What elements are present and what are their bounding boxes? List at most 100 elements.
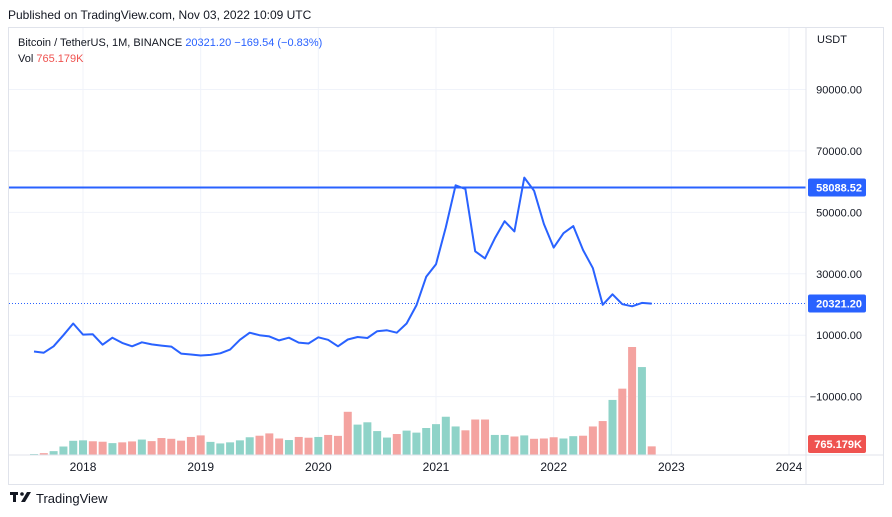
y-tick-label: 50000.00 (816, 207, 862, 219)
volume-bars (30, 347, 656, 455)
volume-bar (559, 438, 568, 455)
volume-bar (333, 435, 342, 455)
volume-bar (186, 436, 195, 455)
horizontal-line-badge-label: 58088.52 (816, 182, 862, 194)
volume-bar (530, 438, 539, 455)
volume-bar (461, 430, 470, 455)
tradingview-logo-svg (10, 492, 31, 502)
x-tick-label: 2019 (187, 460, 214, 474)
y-tick-label: 70000.00 (816, 146, 862, 158)
price-axis: 90000.00 70000.00 50000.00 30000.00 10000.00… (9, 28, 884, 484)
x-tick-label: 2023 (658, 460, 685, 474)
volume-bar (490, 434, 499, 455)
volume-bar (137, 439, 146, 455)
y-tick-label: 30000.00 (816, 269, 862, 281)
y-tick-label: −10000.00 (810, 392, 862, 404)
volume-bar (49, 451, 58, 455)
volume-bar (235, 440, 244, 455)
horizontal-line-badge (808, 178, 866, 197)
volume-bar (481, 419, 490, 455)
volume-bar (206, 441, 215, 455)
x-tick-label: 2024 (776, 460, 803, 474)
volume-bar (79, 440, 88, 455)
volume-bar (324, 434, 333, 455)
volume-bar (245, 437, 254, 455)
volume-bar (500, 434, 509, 455)
volume-bar (520, 435, 529, 455)
volume-bar (412, 432, 421, 455)
volume-bar (382, 437, 391, 455)
chart-frame (8, 27, 884, 485)
volume-bar (343, 411, 352, 455)
volume-bar (265, 433, 274, 455)
volume-bar (647, 446, 656, 455)
volume-bar (304, 437, 313, 455)
volume-bar (451, 426, 460, 455)
tradingview-logo-icon (10, 491, 32, 506)
volume-bar (471, 419, 480, 455)
x-tick-label: 2021 (423, 460, 450, 474)
volume-bar (284, 440, 293, 455)
chart-legend: Bitcoin / TetherUS, 1M, BINANCE 20321.20… (18, 35, 322, 67)
x-tick-label: 2018 (70, 460, 97, 474)
volume-bar (118, 442, 127, 455)
currency-label: USDT (817, 34, 847, 46)
price-line (33, 176, 652, 357)
volume-bar (108, 443, 117, 455)
horizontal-line-layer (9, 186, 806, 304)
volume-bar (59, 446, 68, 455)
volume-bar (588, 426, 597, 455)
legend-main-row: Bitcoin / TetherUS, 1M, BINANCE 20321.20… (18, 35, 322, 51)
volume-bar (98, 441, 107, 455)
volume-bar (618, 388, 627, 455)
volume-bar (422, 428, 431, 455)
volume-bar (88, 441, 97, 455)
legend-change: −169.54 (−0.83%) (234, 37, 323, 49)
volume-badge-label: 765.179K (814, 439, 862, 451)
volume-bar (441, 416, 450, 455)
legend-symbol: Bitcoin / TetherUS, 1M, BINANCE (18, 37, 183, 49)
volume-bar (373, 431, 382, 455)
volume-bar (569, 436, 578, 455)
legend-last-price: 20321.20 (185, 37, 232, 49)
volume-bar (598, 421, 607, 455)
volume-bar (510, 436, 519, 455)
volume-bar (157, 438, 166, 455)
legend-volume-label: Vol (18, 53, 34, 65)
last-price-badge-label: 20321.20 (816, 298, 862, 310)
footer-brand[interactable]: TradingView (10, 491, 108, 506)
volume-bar (147, 441, 156, 455)
volume-bar (69, 440, 78, 455)
x-tick-label: 2022 (540, 460, 567, 474)
volume-bar (392, 434, 401, 455)
volume-bar (314, 436, 323, 455)
volume-bar (608, 399, 617, 455)
volume-bar (294, 436, 303, 455)
volume-bar (628, 347, 637, 455)
volume-bar (539, 438, 548, 455)
volume-bar (39, 453, 48, 455)
volume-badge (808, 435, 866, 453)
volume-bar (226, 442, 235, 455)
volume-bar (167, 438, 176, 455)
legend-volume-value: 765.179K (36, 53, 84, 65)
volume-bar (363, 422, 372, 455)
volume-bar (216, 443, 225, 455)
volume-bar (255, 435, 264, 455)
volume-bar (275, 438, 284, 455)
volume-bar (128, 441, 137, 455)
footer-brand-text: TradingView (36, 491, 108, 506)
volume-bar (579, 435, 588, 455)
volume-bar (549, 437, 558, 455)
price-line-layer (33, 176, 652, 357)
volume-bar (196, 435, 205, 455)
y-tick-label: 10000.00 (816, 330, 862, 342)
grid (9, 28, 806, 455)
published-text: Published on TradingView.com, Nov 03, 20… (8, 8, 312, 22)
x-tick-label: 2020 (305, 460, 332, 474)
volume-bar (177, 440, 186, 455)
volume-bar (353, 424, 362, 455)
last-price-badge (808, 294, 866, 313)
volume-bar (402, 430, 411, 455)
